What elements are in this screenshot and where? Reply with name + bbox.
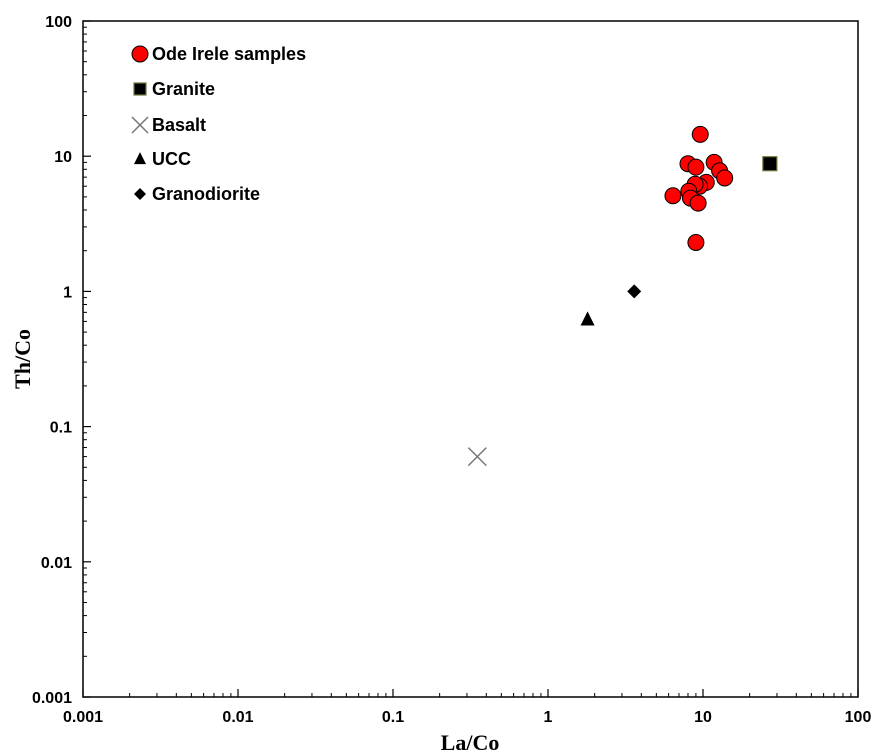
x-tick-label: 0.1 [382, 709, 404, 726]
ode-irele-samples-point [691, 125, 709, 143]
axis-ticks [82, 20, 859, 698]
x-tick-label: 1 [544, 709, 553, 726]
legend-label-basalt: Basalt [152, 115, 206, 135]
legend-label-granodiorite: Granodiorite [152, 184, 260, 204]
x-axis-title: La/Co [441, 730, 500, 753]
legend-marker-basalt [131, 116, 149, 134]
ucc-point [580, 311, 595, 326]
plot-area [82, 20, 859, 698]
x-tick-label: 100 [845, 709, 872, 726]
legend-label-ode-irele-samples: Ode Irele samples [152, 44, 306, 64]
y-tick-label: 0.001 [32, 690, 72, 707]
granite-point [762, 156, 778, 172]
legend-marker-granite [133, 82, 147, 96]
legend-label-granite: Granite [152, 79, 215, 99]
x-tick-label: 0.01 [222, 709, 253, 726]
x-tick-labels: 0.001 0.01 0.1 1 10 100 [63, 709, 871, 726]
y-tick-label: 0.01 [41, 555, 72, 572]
y-tick-label: 100 [45, 14, 72, 31]
ode-irele-samples-point [664, 187, 682, 205]
legend-marker-ode-irele-samples [131, 45, 149, 63]
ode-irele-samples-point [689, 194, 707, 212]
y-tick-label: 1 [63, 284, 72, 301]
legend-marker-granodiorite [134, 188, 146, 200]
legend: Ode Irele samples Granite Basalt UCC Granodi… [131, 44, 306, 204]
legend-label-ucc: UCC [152, 149, 191, 169]
y-tick-label: 10 [54, 149, 72, 166]
legend-marker-ucc [134, 152, 146, 165]
ode-irele-samples-point [716, 169, 734, 187]
ode-irele-samples-point [687, 233, 705, 251]
y-axis-title: Th/Co [10, 329, 35, 389]
y-tick-labels: 0.001 0.01 0.1 1 10 100 [32, 14, 72, 707]
granodiorite-point [627, 284, 642, 299]
x-tick-label: 10 [694, 709, 712, 726]
basalt-point [467, 447, 487, 467]
ode-irele-samples-point [687, 158, 705, 176]
y-tick-label: 0.1 [50, 420, 72, 437]
data-points [467, 125, 778, 467]
x-tick-label: 0.001 [63, 709, 103, 726]
